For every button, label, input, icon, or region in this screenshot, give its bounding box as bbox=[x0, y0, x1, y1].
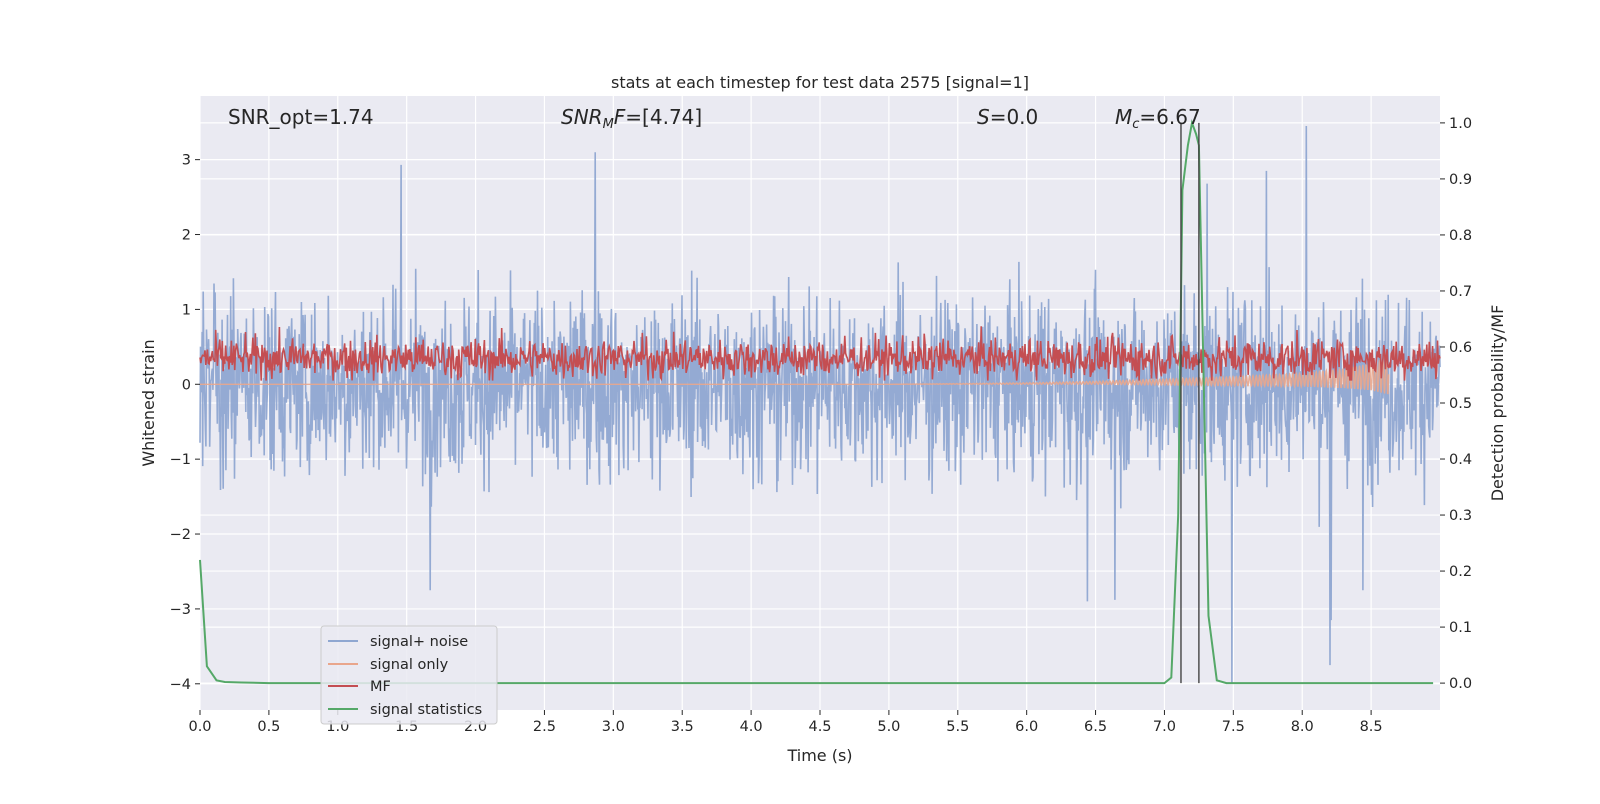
y-tick-label: 0 bbox=[182, 377, 191, 393]
x-tick-label: 5.5 bbox=[946, 719, 969, 735]
y-tick-label: 2 bbox=[182, 228, 191, 244]
chart-title: stats at each timestep for test data 257… bbox=[611, 73, 1029, 92]
y2-tick-label: 0.4 bbox=[1449, 452, 1472, 468]
x-axis-ticks: 0.0 0.5 1.0 1.5 2.0 2.5 3.0 3.5 4.0 4.5 5.0 5.5 6.0 6… bbox=[188, 710, 1383, 735]
y-tick-label: 1 bbox=[182, 302, 191, 318]
signal-only-line bbox=[200, 357, 1390, 395]
y2-tick-label: 0.2 bbox=[1449, 564, 1472, 580]
x-tick-label: 0.0 bbox=[188, 719, 211, 735]
x-tick-label: 8.5 bbox=[1360, 719, 1383, 735]
x-tick-label: 3.0 bbox=[602, 719, 625, 735]
y2-tick-label: 0.0 bbox=[1449, 676, 1472, 692]
y-tick-label: 3 bbox=[182, 153, 191, 169]
x-tick-label: 3.5 bbox=[671, 719, 694, 735]
legend-box bbox=[320, 625, 498, 725]
x-tick-label: 7.5 bbox=[1222, 719, 1245, 735]
y-tick-label: −2 bbox=[170, 527, 191, 543]
x-tick-label: 6.0 bbox=[1015, 719, 1038, 735]
y2-tick-label: 0.1 bbox=[1449, 620, 1472, 636]
y2-tick-label: 1.0 bbox=[1449, 116, 1472, 132]
legend-label-mf: MF bbox=[370, 679, 391, 695]
x-tick-label: 8.0 bbox=[1291, 719, 1314, 735]
x-axis-label: Time (s) bbox=[786, 746, 852, 765]
grid bbox=[199, 96, 1440, 710]
y2-tick-label: 0.3 bbox=[1449, 508, 1472, 524]
y-tick-label: −4 bbox=[170, 677, 191, 693]
legend-label-signal-only: signal only bbox=[370, 657, 449, 673]
y2-axis-label: Detection probability/MF bbox=[1488, 305, 1507, 502]
y-axis-ticks: −4 −3 −2 −1 0 1 2 3 bbox=[170, 153, 200, 693]
y-axis-label: Whitened strain bbox=[139, 339, 158, 466]
y2-tick-label: 0.9 bbox=[1449, 172, 1472, 188]
x-tick-label: 4.5 bbox=[808, 719, 831, 735]
y2-tick-label: 0.6 bbox=[1449, 340, 1472, 356]
series-signal-statistics bbox=[199, 119, 1434, 685]
legend-label-signal-statistics: signal statistics bbox=[370, 702, 482, 718]
x-tick-label: 0.5 bbox=[257, 719, 280, 735]
annotation-s-stat: S=0.0 bbox=[977, 105, 1038, 129]
event-markers bbox=[1180, 122, 1200, 684]
y-tick-label: −1 bbox=[170, 452, 191, 468]
mf-line bbox=[199, 326, 1441, 382]
y-tick-label: −3 bbox=[170, 602, 191, 618]
legend-label-signal-noise: signal+ noise bbox=[370, 634, 468, 650]
x-tick-label: 4.0 bbox=[740, 719, 763, 735]
x-tick-label: 7.0 bbox=[1153, 719, 1176, 735]
x-tick-label: 6.5 bbox=[1084, 719, 1107, 735]
x-tick-label: 2.5 bbox=[533, 719, 556, 735]
annotation-snr-opt: SNR_opt=1.74 bbox=[228, 105, 374, 129]
annotation-snr-mf: SNRMF=[4.74] bbox=[561, 105, 702, 132]
annotation-mc: Mc=6.67 bbox=[1115, 105, 1201, 132]
legend: signal+ noise signal only MF signal stat… bbox=[320, 625, 498, 725]
x-tick-label: 5.0 bbox=[877, 719, 900, 735]
y2-axis-ticks: 0.0 0.1 0.2 0.3 0.4 0.5 0.6 0.7 0.8 0.9 1.0 bbox=[1440, 116, 1472, 692]
series-mf bbox=[199, 326, 1441, 382]
y2-tick-label: 0.7 bbox=[1449, 284, 1472, 300]
series-signal-only bbox=[200, 357, 1390, 395]
signal-statistics-line bbox=[199, 119, 1434, 685]
y2-tick-label: 0.5 bbox=[1449, 396, 1472, 412]
y2-tick-label: 0.8 bbox=[1449, 228, 1472, 244]
